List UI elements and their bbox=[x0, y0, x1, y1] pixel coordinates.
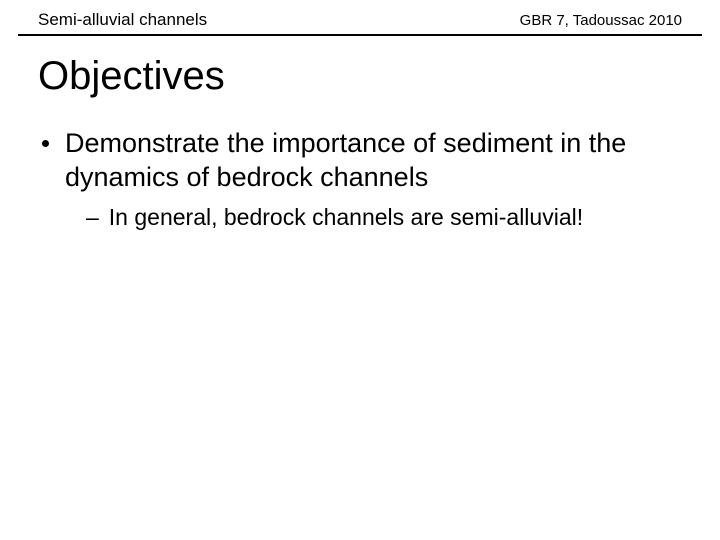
bullet-l2-text: In general, bedrock channels are semi-al… bbox=[109, 203, 583, 233]
header-left-text: Semi-alluvial channels bbox=[38, 10, 207, 30]
slide-body: Demonstrate the importance of sediment i… bbox=[0, 105, 720, 232]
bullet-level-2: – In general, bedrock channels are semi-… bbox=[86, 203, 678, 233]
slide: Semi-alluvial channels GBR 7, Tadoussac … bbox=[0, 0, 720, 540]
slide-header: Semi-alluvial channels GBR 7, Tadoussac … bbox=[18, 0, 702, 36]
bullet-l1-text: Demonstrate the importance of sediment i… bbox=[65, 127, 678, 195]
bullet-level-1: Demonstrate the importance of sediment i… bbox=[42, 127, 678, 195]
header-right-text: GBR 7, Tadoussac 2010 bbox=[520, 12, 682, 29]
bullet-dash-icon: – bbox=[86, 203, 99, 233]
slide-title: Objectives bbox=[0, 36, 720, 105]
bullet-dot-icon bbox=[42, 140, 49, 147]
